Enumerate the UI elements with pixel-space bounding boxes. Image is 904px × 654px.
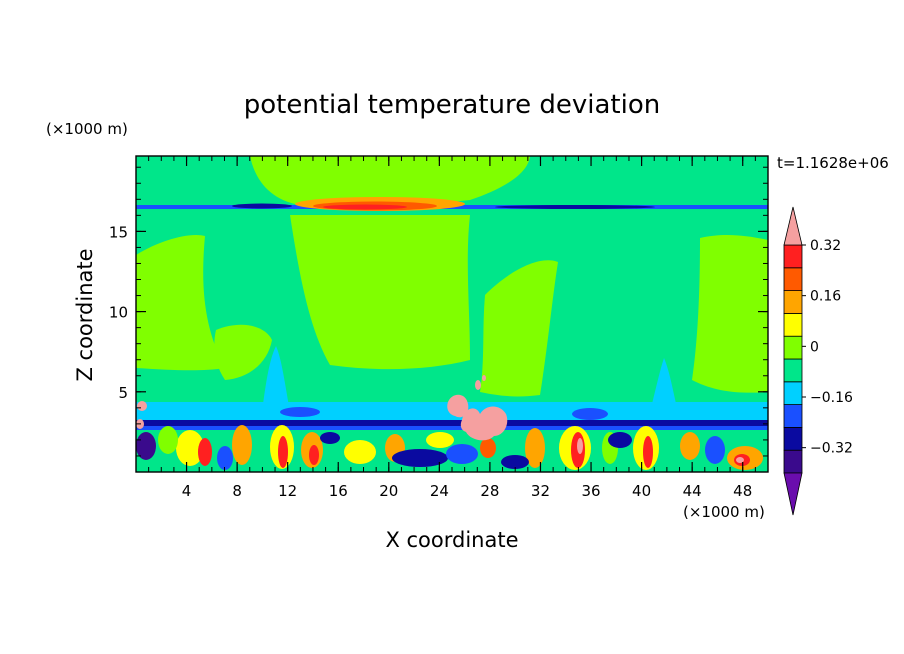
colorbar: 0.32 0.16 0 −0.16 −0.32 xyxy=(783,206,853,516)
field-region-right-column xyxy=(692,234,768,393)
chart-title: potential temperature deviation xyxy=(244,90,660,120)
colorbar-label: 0.32 xyxy=(810,238,841,254)
colorbar-segment xyxy=(783,335,803,360)
y-axis-unit: (×1000 m) xyxy=(46,120,128,138)
colorbar-segment xyxy=(783,290,803,314)
y-tick-label: 10 xyxy=(109,304,128,322)
y-tick-label: 5 xyxy=(118,384,128,402)
time-label: t=1.1628e+06 xyxy=(777,154,889,172)
y-tick-label: 15 xyxy=(109,223,128,241)
colorbar-segment xyxy=(783,404,803,428)
colorbar-min-triangle xyxy=(783,472,803,516)
colorbar-label: 0.16 xyxy=(810,289,841,305)
field-region-center-column xyxy=(290,215,470,370)
x-tick-label: 24 xyxy=(430,482,449,500)
plot-field xyxy=(136,156,768,472)
colorbar-label: −0.16 xyxy=(810,390,853,406)
colorbar-segment xyxy=(783,381,803,405)
colorbar-segment xyxy=(783,426,803,451)
x-tick-label: 48 xyxy=(733,482,752,500)
y-axis-label: Z coordinate xyxy=(73,248,97,381)
x-axis-unit: (×1000 m) xyxy=(683,503,765,521)
colorbar-segment xyxy=(783,449,803,474)
field-extreme-cells xyxy=(136,375,744,463)
field-band-cold-core-left xyxy=(232,203,292,209)
x-tick-label: 28 xyxy=(480,482,499,500)
field-cyan-under-band xyxy=(136,426,768,430)
x-axis-label: X coordinate xyxy=(385,528,518,552)
field-cold-cells xyxy=(136,407,725,470)
colorbar-segment xyxy=(783,358,803,383)
x-tick-label: 36 xyxy=(581,482,600,500)
colorbar-max-triangle xyxy=(783,206,803,246)
x-tick-label: 8 xyxy=(232,482,242,500)
x-tick-label: 16 xyxy=(329,482,348,500)
colorbar-label: −0.32 xyxy=(810,441,853,457)
colorbar-label: 0 xyxy=(810,339,819,355)
colorbar-segment xyxy=(783,312,803,337)
x-tick-label: 32 xyxy=(531,482,550,500)
x-tick-label: 12 xyxy=(278,482,297,500)
field-region-mid-right xyxy=(480,260,558,397)
field-region-upper-left xyxy=(250,156,530,205)
x-tick-label: 20 xyxy=(379,482,398,500)
x-tick-label: 4 xyxy=(182,482,192,500)
field-blue-top-band xyxy=(136,420,768,426)
field-plume-1 xyxy=(262,346,290,412)
field-band-cold-core-right xyxy=(495,205,655,209)
field-band-warm-core xyxy=(323,204,407,210)
x-tick-label: 40 xyxy=(632,482,651,500)
x-tick-label: 44 xyxy=(683,482,702,500)
field-plume-2 xyxy=(650,358,678,412)
colorbar-segment xyxy=(783,267,803,291)
field-warm-cells xyxy=(158,425,763,470)
field-region-left-lower xyxy=(214,324,272,380)
field-region-left-column xyxy=(136,234,225,371)
colorbar-segment xyxy=(783,244,803,269)
